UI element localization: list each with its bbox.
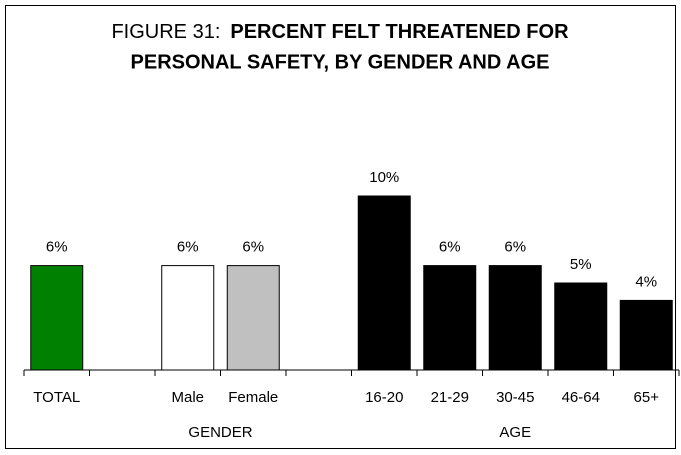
title-line: PERSONAL SAFETY, BY GENDER AND AGE (131, 51, 550, 73)
x-tick-label: 21-29 (431, 389, 469, 406)
x-tick-label: Female (228, 389, 278, 406)
value-label: 10% (369, 169, 399, 186)
value-label: 5% (570, 256, 592, 273)
bar (357, 195, 411, 371)
value-label: 4% (635, 273, 657, 290)
title-line: PERCENT FELT THREATENED FOR (230, 21, 569, 43)
value-label: 6% (439, 239, 461, 256)
bar (488, 265, 542, 371)
group-label: GENDER (188, 424, 252, 441)
x-tick-label: 16-20 (365, 389, 403, 406)
bar (423, 265, 477, 371)
title-prefix: FIGURE 31: (111, 21, 220, 43)
x-tick-label: TOTAL (33, 389, 80, 406)
x-tick-label: 65+ (634, 389, 660, 406)
bar (554, 282, 608, 371)
value-label: 6% (504, 239, 526, 256)
x-tick-label: 46-64 (562, 389, 600, 406)
value-label: 6% (242, 239, 264, 256)
group-label: AGE (499, 424, 531, 441)
x-tick-label: Male (171, 389, 204, 406)
bar (226, 265, 280, 371)
bar (30, 265, 84, 371)
bar (161, 265, 215, 371)
chart-frame (5, 5, 676, 449)
bar (619, 299, 673, 371)
chart-title: FIGURE 31: PERCENT FELT THREATENED FOR (111, 21, 569, 43)
x-tick-label: 30-45 (496, 389, 534, 406)
value-label: 6% (46, 239, 68, 256)
value-label: 6% (177, 239, 199, 256)
